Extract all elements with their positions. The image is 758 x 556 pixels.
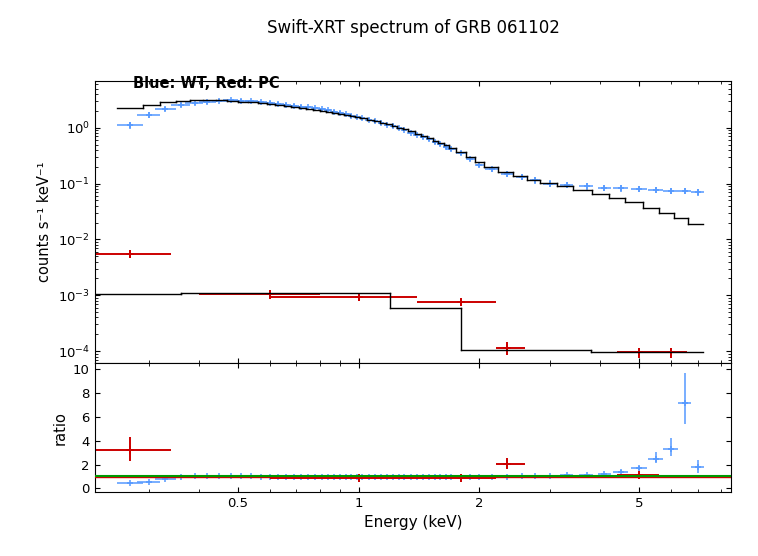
Y-axis label: counts s⁻¹ keV⁻¹: counts s⁻¹ keV⁻¹ (37, 162, 52, 282)
Text: Swift-XRT spectrum of GRB 061102: Swift-XRT spectrum of GRB 061102 (267, 19, 559, 37)
Y-axis label: ratio: ratio (52, 411, 67, 445)
X-axis label: Energy (keV): Energy (keV) (364, 515, 462, 530)
Text: Blue: WT, Red: PC: Blue: WT, Red: PC (133, 76, 279, 91)
